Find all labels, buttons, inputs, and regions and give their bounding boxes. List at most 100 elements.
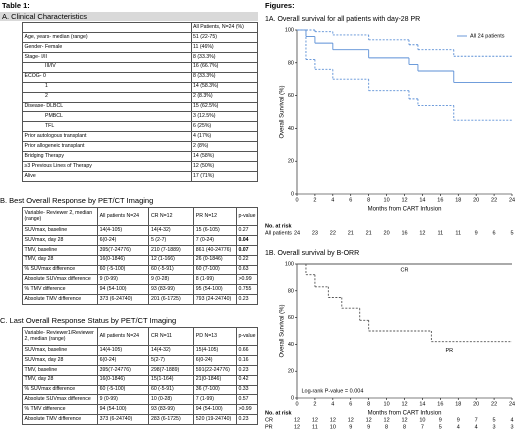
cell: 5 (2-7) — [148, 235, 195, 246]
x-tick-label: 8 — [367, 197, 370, 203]
cell: 15 (62.5%) — [190, 101, 258, 113]
at-risk-count: 24 — [294, 230, 300, 236]
y-tick-label: 20 — [288, 159, 294, 165]
x-tick-label: 20 — [473, 401, 479, 407]
row: % SUVmax difference 60 (-5-100) 60 (-5-91)… — [21, 384, 259, 396]
at-risk-count: 12 — [366, 417, 372, 423]
at-risk-count: 3 — [510, 424, 513, 430]
y-tick-label: 40 — [288, 342, 294, 348]
cell: 8 (1-99) — [193, 274, 237, 286]
cell: 21(0-1846) — [193, 374, 237, 386]
header-cell: PD N=13 — [193, 326, 237, 347]
cell: 93 (83-99) — [148, 284, 195, 296]
x-tick-label: 4 — [331, 401, 334, 407]
x-axis-label: Months from CART Infusion — [368, 207, 442, 213]
cell: 2 (8%) — [190, 141, 258, 153]
cell: Alive — [22, 171, 192, 182]
row: % SUVmax difference 60 (-5-100) 60 (-5-91)… — [21, 264, 259, 276]
cell: TFL — [22, 121, 192, 133]
row: 1 14 (58.3%) — [22, 81, 258, 93]
cell: 0.63 — [235, 264, 259, 276]
cell: 12 (1-166) — [148, 254, 195, 266]
cell: 0.23 — [235, 294, 259, 305]
y-tick-label: 0 — [291, 191, 294, 197]
cell: 7 (0-24) — [193, 235, 237, 246]
header-cell: CR N=12 — [148, 206, 195, 227]
x-tick-label: 10 — [384, 401, 390, 407]
cell: 0.23 — [235, 364, 259, 376]
cell: Age, years- median (range) — [22, 31, 192, 43]
at-risk-name: All patients — [265, 230, 292, 236]
cell: 210 (7-1889) — [148, 244, 195, 256]
cell: 395(7-24776) — [97, 244, 150, 256]
row: Stage- I/II 8 (33.3%) — [22, 51, 258, 63]
cell: 373 (6-24740) — [97, 414, 150, 425]
cell: 6(0-24) — [97, 355, 150, 366]
cell: SUVmax, day 28 — [21, 355, 99, 366]
cell: Prior allogeneic transplant — [22, 141, 192, 153]
cell: 17 (71%) — [190, 171, 258, 182]
at-risk-count: 10 — [419, 417, 425, 423]
at-risk-count: 12 — [419, 230, 425, 236]
cell: SUVmax, day 28 — [21, 235, 99, 246]
at-risk-count: 9 — [475, 230, 478, 236]
x-tick-label: 2 — [313, 401, 316, 407]
y-tick-label: 60 — [288, 93, 294, 99]
cell: 0.755 — [235, 284, 259, 296]
cell: TMV, baseline — [21, 364, 99, 376]
response-table: Variable- Reviewer 2, median (range) All … — [21, 206, 259, 305]
row: Alive 17 (71%) — [22, 171, 258, 182]
at-risk-count: 16 — [401, 230, 407, 236]
cell: 0.04 — [235, 235, 259, 246]
at-risk-count: 12 — [348, 417, 354, 423]
cell: 5(2-7) — [148, 355, 195, 366]
header-row: Variable- Reviewer 2, median (range) All … — [21, 206, 259, 227]
cell: 0.42 — [235, 374, 259, 386]
cell: 373 (6-24740) — [97, 294, 150, 305]
cell: 0.57 — [235, 394, 259, 406]
cell: 2 — [22, 91, 192, 103]
at-risk-count: 7 — [475, 417, 478, 423]
at-risk-count: 11 — [455, 230, 461, 236]
cell: % SUVmax difference — [21, 264, 99, 276]
header-cell: All Patients, N=24 (%) — [190, 22, 258, 33]
at-risk-count: 12 — [384, 417, 390, 423]
x-tick-label: 22 — [491, 197, 497, 203]
cell: 14(4-105) — [97, 345, 150, 357]
cell: 1 — [22, 81, 192, 93]
at-risk-count: 4 — [475, 424, 478, 430]
at-risk-count: 21 — [348, 230, 354, 236]
at-risk-count: 8 — [385, 424, 388, 430]
x-tick-label: 2 — [313, 197, 316, 203]
at-risk-title: No. at risk — [265, 410, 293, 416]
cell: 0.27 — [235, 225, 259, 237]
row: SUVmax, baseline 14(4-105) 14(4-32) 15(4-10… — [21, 345, 259, 357]
row: SUVmax, baseline 14(4-105) 14(4-32) 15 (6-1… — [21, 225, 259, 237]
cell: 2 (8.3%) — [190, 91, 258, 103]
x-tick-label: 6 — [349, 401, 352, 407]
at-risk-count: 12 — [401, 417, 407, 423]
cell: TMV, baseline — [21, 244, 99, 256]
cell: 60 (-5-100) — [97, 384, 150, 396]
row: % TMV difference 94 (54-100) 93 (83-99) 95 … — [21, 284, 259, 296]
table-title: Table 1: — [2, 1, 30, 10]
cell: Absolute TMV difference — [21, 294, 99, 305]
cell: Stage- I/II — [22, 51, 192, 63]
at-risk-count: 11 — [437, 230, 443, 236]
cell: 16(0-1846) — [97, 374, 150, 386]
row: Absolute SUVmax difference 9 (0-99) 10 (0-… — [21, 394, 259, 406]
cell: 6(0-24) — [193, 355, 237, 366]
at-risk-count: 9 — [367, 424, 370, 430]
cell: 14(4-32) — [148, 225, 195, 237]
row: Absolute SUVmax difference 9 (0-99) 9 (0-2… — [21, 274, 259, 286]
cell: Absolute SUVmax difference — [21, 394, 99, 406]
cell: 93 (83-99) — [148, 404, 195, 416]
row: Bridging Therapy 14 (58%) — [22, 151, 258, 163]
cell: 94 (54-100) — [97, 404, 150, 416]
cell: 0.66 — [235, 345, 259, 357]
header-row: All Patients, N=24 (%) — [22, 22, 258, 33]
at-risk-count: 12 — [294, 424, 300, 430]
cell: 520 (19-24740) — [193, 414, 237, 425]
